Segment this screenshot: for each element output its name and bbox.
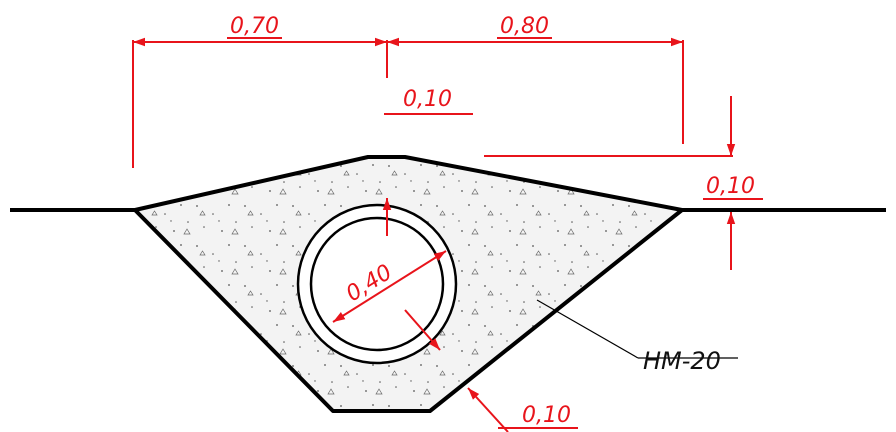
dimension-text-bottom-cover: 0,10 xyxy=(522,403,571,428)
dimension-text-right-width: 0,80 xyxy=(500,14,549,39)
diameter-dimension-line xyxy=(332,250,447,323)
bottom-cover-leader xyxy=(467,387,509,432)
material-leader-line xyxy=(536,299,639,359)
material-label: HM-20 xyxy=(643,347,721,375)
dimension-text-left-width: 0,70 xyxy=(230,14,279,39)
dimension-text-crown-cover: 0,10 xyxy=(403,87,452,112)
pipe-wall-thickness-arrow xyxy=(404,309,441,351)
dimension-text-right-cover: 0,10 xyxy=(706,174,755,199)
